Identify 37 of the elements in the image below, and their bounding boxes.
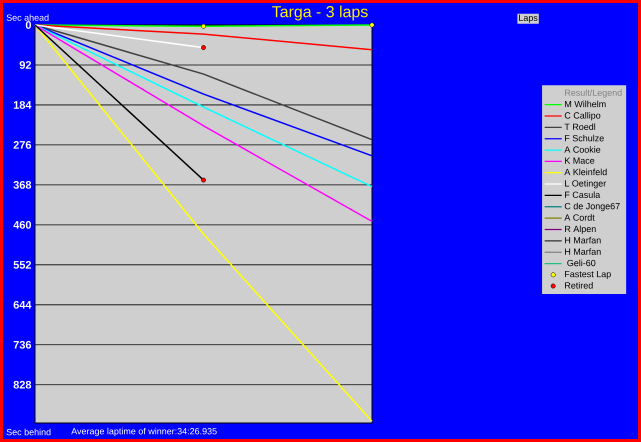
y-tick-label: 460 — [13, 220, 32, 229]
point — [370, 22, 374, 28]
point — [201, 24, 206, 29]
y-tick-label: 184 — [14, 101, 32, 109]
y-tick-label: 644 — [14, 300, 32, 309]
y-tick-label: 276 — [14, 141, 32, 149]
legend-label: Retired — [565, 282, 593, 289]
legend-label: H Marfan — [565, 236, 601, 244]
legend-label: F Casula — [565, 191, 600, 198]
legend-label: Fastest Lap — [565, 270, 611, 280]
legend-label: C Callipo — [564, 112, 600, 120]
legend-label: C de Jonge67 — [564, 202, 620, 212]
legend-label: H Marfan — [565, 248, 601, 255]
y-tick-label: 736 — [14, 340, 32, 349]
y-tick-label: 92 — [20, 61, 32, 69]
y-tick-label: 828 — [14, 380, 32, 389]
legend-label: F Schulze — [565, 134, 604, 142]
legend-label: R Alpen — [565, 225, 596, 234]
legend-label: L Oetinger — [565, 180, 606, 188]
legend-label: M Wilhelm — [565, 100, 606, 108]
y-tick-label: 0 — [26, 21, 32, 29]
text: Laps — [519, 14, 538, 23]
legend-label: Geli-60 — [567, 260, 596, 266]
legend-label: T Roedl — [564, 123, 596, 130]
text: Sec behind — [6, 428, 50, 436]
text: Average laptime of winner:34:26.935 — [71, 428, 217, 436]
legend-label: K Mace — [565, 158, 594, 164]
y-tick-label: 552 — [14, 260, 32, 269]
legend-label: A Kleinfeld — [564, 168, 607, 176]
chart-title: Targa - 3 laps — [272, 6, 368, 20]
point — [201, 45, 206, 50]
legend-label: A Cookie — [564, 146, 600, 153]
y-tick-label: 368 — [13, 181, 32, 189]
legend-label: A Cordt — [564, 214, 595, 221]
legend-title: Result/Legend — [565, 89, 622, 98]
y-axis-title: Sec ahead — [6, 14, 48, 21]
point — [201, 178, 206, 183]
